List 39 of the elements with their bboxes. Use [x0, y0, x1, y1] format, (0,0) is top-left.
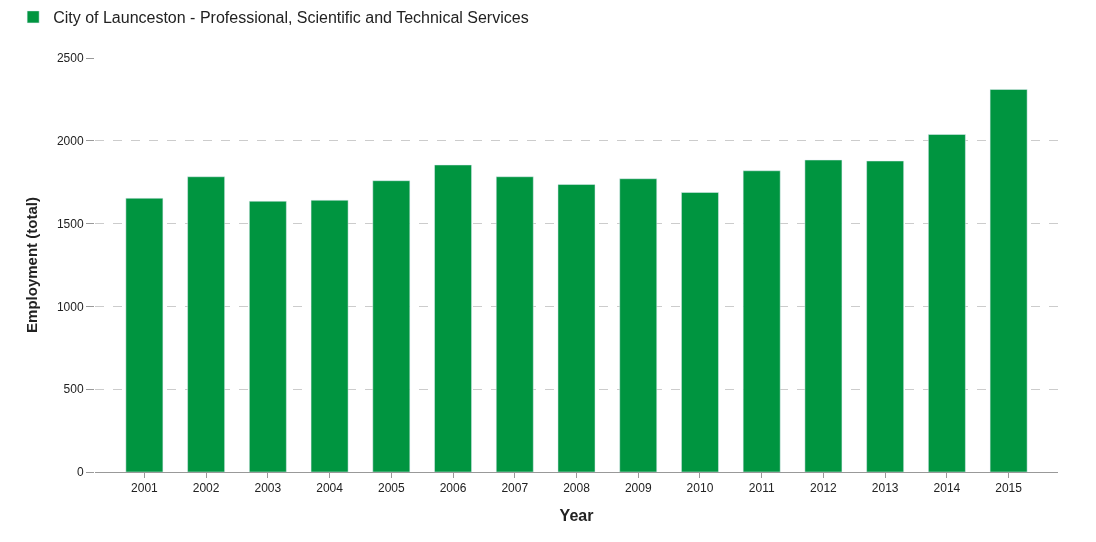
bar: [249, 200, 287, 472]
bar: [496, 176, 534, 472]
x-tick-label: 2004: [316, 481, 344, 496]
bar: [434, 164, 472, 472]
bar: [681, 192, 719, 472]
x-tick-label: 2008: [563, 481, 591, 496]
bar: [187, 176, 225, 472]
y-tick-label: 2000: [56, 134, 84, 148]
y-axis-title: Employment (total): [23, 197, 41, 333]
x-tick-label: 2001: [131, 481, 159, 496]
y-tick-label: 0: [76, 465, 84, 480]
x-tick-label: 2005: [377, 481, 405, 496]
bar: [125, 198, 164, 472]
bar: [310, 200, 349, 472]
x-tick-label: 2009: [624, 481, 652, 496]
x-tick-label: 2007: [501, 481, 529, 496]
y-tick-label: 500: [63, 382, 84, 397]
y-tick-label: 2500: [56, 51, 84, 66]
y-tick-label: 1000: [56, 299, 84, 314]
x-tick-label: 2014: [933, 481, 961, 496]
bar: [619, 178, 657, 472]
bar: [557, 184, 596, 472]
bar: [372, 180, 411, 472]
bar: [989, 89, 1028, 472]
legend-label: City of Launceston - Professional, Scientific and Technical Services: [53, 9, 529, 27]
bar: [928, 134, 966, 472]
bar: [742, 170, 781, 472]
x-tick-label: 2012: [810, 481, 838, 496]
x-tick-label: 2006: [439, 481, 467, 496]
x-tick-label: 2003: [254, 481, 282, 496]
bar: [866, 160, 904, 472]
x-tick-label: 2011: [748, 481, 775, 496]
x-tick-label: 2013: [871, 481, 899, 496]
x-axis-title: Year: [559, 507, 594, 525]
x-tick-label: 2015: [995, 481, 1023, 496]
bar: [804, 159, 843, 472]
x-tick-label: 2002: [192, 481, 220, 496]
x-tick-label: 2010: [686, 481, 714, 496]
y-tick-label: 1500: [56, 216, 84, 231]
